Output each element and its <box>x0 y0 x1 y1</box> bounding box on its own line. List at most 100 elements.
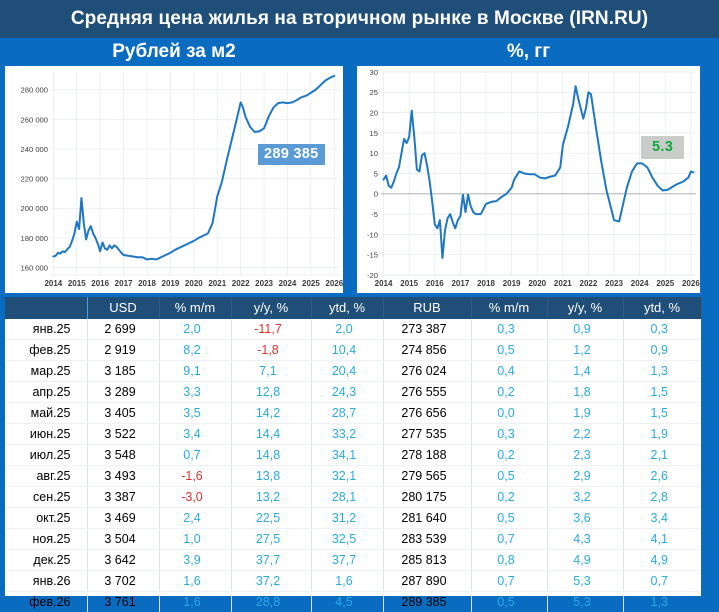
table-cell-rub_mm: 0,7 <box>471 571 547 592</box>
table-cell-month: янв.26 <box>5 571 87 592</box>
svg-text:2020: 2020 <box>528 279 546 288</box>
table-cell-rub_yy: 2,2 <box>547 424 623 445</box>
table-cell-rub: 281 640 <box>383 508 471 529</box>
svg-text:-5: -5 <box>371 210 378 219</box>
table-cell-usd_yy: 12,8 <box>231 382 311 403</box>
table-cell-rub: 283 539 <box>383 529 471 550</box>
table-cell-month: май.25 <box>5 403 87 424</box>
table-cell-usd_yy: 14,4 <box>231 424 311 445</box>
chart-right-callout: 5.3 <box>641 136 684 159</box>
table-cell-rub_yy: 0,9 <box>547 319 623 340</box>
table-cell-usd_mm: 9,1 <box>159 361 231 382</box>
col-header-rub-mm: % m/m <box>471 297 547 319</box>
svg-text:200 000: 200 000 <box>21 204 48 213</box>
svg-text:2024: 2024 <box>631 279 649 288</box>
table-cell-rub_mm: 0,7 <box>471 529 547 550</box>
table-cell-usd_yy: 22,5 <box>231 508 311 529</box>
table-cell-rub: 277 535 <box>383 424 471 445</box>
page-title: Средняя цена жилья на вторичном рынке в … <box>71 8 648 30</box>
svg-text:180 000: 180 000 <box>21 234 48 243</box>
svg-text:2015: 2015 <box>400 279 418 288</box>
table-cell-usd_mm: 0,7 <box>159 445 231 466</box>
svg-text:15: 15 <box>370 129 378 138</box>
table-cell-rub_ytd: 0,3 <box>623 319 701 340</box>
table-cell-usd_ytd: 24,3 <box>311 382 383 403</box>
table-cell-usd_ytd: 32,1 <box>311 466 383 487</box>
table-cell-rub: 280 175 <box>383 487 471 508</box>
table-cell-usd_mm: 3,3 <box>159 382 231 403</box>
table-cell-usd: 3 548 <box>87 445 159 466</box>
table-cell-rub_ytd: 3,4 <box>623 508 701 529</box>
svg-text:260 000: 260 000 <box>21 115 48 124</box>
table-cell-rub_ytd: 0,9 <box>623 340 701 361</box>
svg-text:160 000: 160 000 <box>21 263 48 272</box>
table-cell-rub: 285 813 <box>383 550 471 571</box>
table-cell-rub_yy: 4,3 <box>547 529 623 550</box>
table-cell-month: апр.25 <box>5 382 87 403</box>
table-cell-usd_ytd: 1,6 <box>311 571 383 592</box>
svg-text:2024: 2024 <box>279 279 297 288</box>
svg-text:2016: 2016 <box>426 279 444 288</box>
table-cell-rub_mm: 0,5 <box>471 466 547 487</box>
table-cell-rub: 276 656 <box>383 403 471 424</box>
table-cell-month: дек.25 <box>5 550 87 571</box>
data-table-wrapper: USD % m/m y/y, % ytd, % RUB % m/m y/y, %… <box>5 297 701 594</box>
table-cell-rub_ytd: 4,9 <box>623 550 701 571</box>
table-cell-usd_yy: 7,1 <box>231 361 311 382</box>
table-cell-usd_mm: 1,0 <box>159 529 231 550</box>
table-bottom-edge <box>5 592 701 596</box>
table-cell-rub_mm: 0,2 <box>471 382 547 403</box>
table-cell-rub: 278 188 <box>383 445 471 466</box>
table-cell-usd: 3 702 <box>87 571 159 592</box>
svg-text:2023: 2023 <box>255 279 273 288</box>
table-cell-rub: 276 024 <box>383 361 471 382</box>
col-header-rub: RUB <box>383 297 471 319</box>
table-cell-usd: 3 387 <box>87 487 159 508</box>
svg-text:25: 25 <box>370 88 378 97</box>
chart-left-callout: 289 385 <box>258 144 325 165</box>
table-cell-usd_mm: 2,4 <box>159 508 231 529</box>
col-header-month <box>5 297 87 319</box>
table-cell-month: ноя.25 <box>5 529 87 550</box>
table-cell-rub_ytd: 1,5 <box>623 403 701 424</box>
table-cell-usd: 3 289 <box>87 382 159 403</box>
svg-text:2025: 2025 <box>302 279 320 288</box>
table-cell-usd: 3 642 <box>87 550 159 571</box>
svg-text:2025: 2025 <box>656 279 674 288</box>
svg-text:20: 20 <box>370 109 378 118</box>
table-cell-rub_ytd: 4,1 <box>623 529 701 550</box>
chart-right-title: %, гг <box>357 38 700 66</box>
svg-text:2017: 2017 <box>451 279 469 288</box>
table-cell-usd_ytd: 28,7 <box>311 403 383 424</box>
table-cell-month: авг.25 <box>5 466 87 487</box>
table-header-row: USD % m/m y/y, % ytd, % RUB % m/m y/y, %… <box>5 297 701 319</box>
table-cell-usd_mm: -3,0 <box>159 487 231 508</box>
table-cell-rub_mm: 0,5 <box>471 340 547 361</box>
svg-text:2019: 2019 <box>503 279 521 288</box>
table-cell-usd: 3 504 <box>87 529 159 550</box>
table-cell-rub_mm: 0,0 <box>471 403 547 424</box>
svg-text:2017: 2017 <box>115 279 133 288</box>
col-header-rub-yy: y/y, % <box>547 297 623 319</box>
table-cell-rub_mm: 0,3 <box>471 319 547 340</box>
table-cell-rub_ytd: 2,6 <box>623 466 701 487</box>
svg-text:5: 5 <box>374 169 378 178</box>
table-cell-month: окт.25 <box>5 508 87 529</box>
